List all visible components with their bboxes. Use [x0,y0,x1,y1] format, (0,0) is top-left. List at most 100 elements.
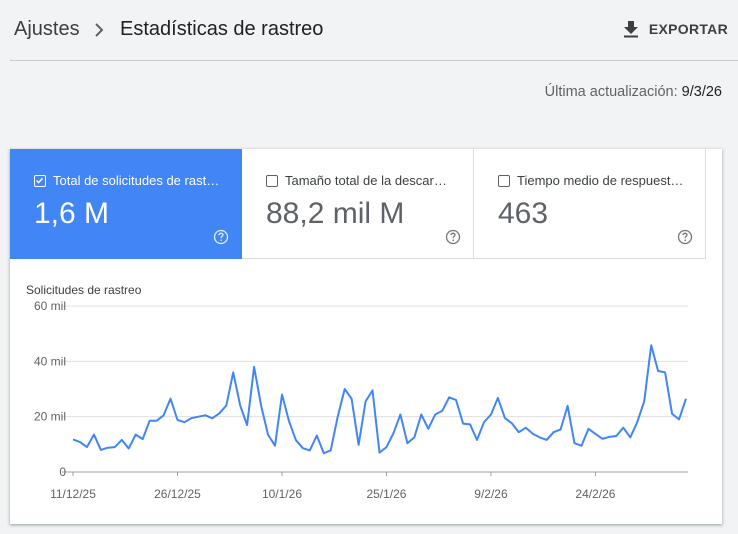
data-point[interactable] [641,398,647,404]
data-point[interactable] [258,403,264,409]
metric-checkbox-checked[interactable] [34,175,46,187]
data-point[interactable] [328,447,334,453]
data-point[interactable] [91,432,97,438]
data-point[interactable] [537,434,543,440]
data-point[interactable] [558,426,564,432]
data-point[interactable] [349,396,355,402]
data-point[interactable] [467,421,473,427]
data-point[interactable] [397,411,403,417]
data-point[interactable] [244,422,250,428]
data-point[interactable] [530,431,536,437]
data-point[interactable] [126,445,132,451]
data-point[interactable] [599,436,605,442]
data-point[interactable] [147,418,153,424]
metric-total-requests[interactable]: Total de solicitudes de rast… 1,6 M [10,149,242,259]
data-point[interactable] [390,430,396,436]
data-point[interactable] [572,440,578,446]
data-point[interactable] [119,437,125,443]
data-point[interactable] [655,368,661,374]
export-button[interactable]: EXPORTAR [621,14,730,44]
data-point[interactable] [286,418,292,424]
data-point[interactable] [439,408,445,414]
data-point[interactable] [516,429,522,435]
data-point[interactable] [105,445,111,451]
data-point[interactable] [474,437,480,443]
data-point[interactable] [300,445,306,451]
data-point[interactable] [209,415,215,421]
data-point[interactable] [627,434,633,440]
data-point[interactable] [446,394,452,400]
data-point[interactable] [502,415,508,421]
data-point[interactable] [370,387,376,393]
metric-response-time[interactable]: Tiempo medio de respuest… 463 [474,149,706,259]
data-point[interactable] [70,436,76,442]
data-point[interactable] [425,426,431,432]
data-point[interactable] [265,432,271,438]
data-point[interactable] [411,434,417,440]
data-point[interactable] [84,444,90,450]
data-point[interactable] [460,421,466,427]
metric-checkbox[interactable] [498,175,510,187]
data-point[interactable] [230,369,236,375]
data-point[interactable] [154,418,160,424]
data-point[interactable] [662,369,668,375]
breadcrumb-settings-link[interactable]: Ajustes [14,18,80,40]
metric-checkbox[interactable] [266,175,278,187]
data-point[interactable] [293,437,299,443]
data-point[interactable] [613,433,619,439]
data-point[interactable] [523,425,529,431]
data-point[interactable] [161,412,167,418]
data-point[interactable] [592,431,598,437]
data-point[interactable] [453,397,459,403]
data-point[interactable] [551,429,557,435]
data-point[interactable] [377,450,383,456]
data-point[interactable] [404,440,410,446]
metric-download-size[interactable]: Tamaño total de la descar… 88,2 mil M [242,149,474,259]
data-point[interactable] [335,414,341,420]
data-point[interactable] [133,432,139,438]
data-point[interactable] [188,415,194,421]
data-point[interactable] [174,417,180,423]
data-point[interactable] [495,395,501,401]
help-icon[interactable] [445,229,461,245]
data-point[interactable] [140,436,146,442]
data-point[interactable] [544,437,550,443]
data-point[interactable] [383,444,389,450]
data-point[interactable] [509,420,515,426]
data-point[interactable] [223,403,229,409]
data-point[interactable] [481,419,487,425]
data-point[interactable] [272,443,278,449]
data-point[interactable] [620,425,626,431]
data-point[interactable] [216,410,222,416]
data-point[interactable] [585,426,591,432]
data-point[interactable] [98,447,104,453]
data-point[interactable] [648,342,654,348]
data-point[interactable] [363,398,369,404]
data-point[interactable] [676,416,682,422]
data-point[interactable] [579,443,585,449]
data-point[interactable] [77,439,83,445]
data-point[interactable] [634,419,640,425]
data-point[interactable] [112,444,118,450]
data-point[interactable] [279,392,285,398]
data-point[interactable] [488,411,494,417]
data-point[interactable] [565,403,571,409]
data-point[interactable] [251,364,257,370]
data-point[interactable] [237,403,243,409]
data-point[interactable] [307,447,313,453]
data-point[interactable] [683,396,689,402]
help-icon[interactable] [677,229,693,245]
data-point[interactable] [168,396,174,402]
data-point[interactable] [606,434,612,440]
data-point[interactable] [432,411,438,417]
help-icon[interactable] [213,229,229,245]
data-point[interactable] [418,411,424,417]
data-point[interactable] [321,450,327,456]
data-point[interactable] [356,442,362,448]
data-point[interactable] [342,386,348,392]
data-point[interactable] [181,419,187,425]
data-point[interactable] [669,411,675,417]
data-point[interactable] [202,412,208,418]
data-point[interactable] [195,414,201,420]
data-point[interactable] [314,432,320,438]
